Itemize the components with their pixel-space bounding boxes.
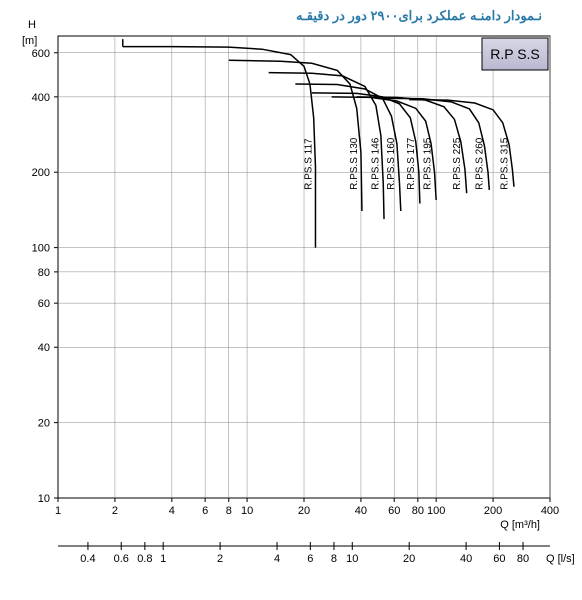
series-label: R.PS.S 315 [499, 137, 510, 190]
x2-tick-label: 1 [160, 553, 166, 565]
curve-R.PS.S117 [123, 47, 316, 248]
series-label: R.PS.S 130 [349, 137, 360, 190]
curve-R.PS.S177 [312, 93, 420, 204]
x-tick-label: 4 [169, 505, 175, 517]
x2-tick-label: 80 [517, 553, 529, 565]
y-tick-label: 40 [38, 342, 50, 354]
y-tick-label: 100 [32, 243, 50, 255]
x-tick-label: 40 [355, 505, 367, 517]
series-label: R.PS.S 117 [303, 138, 314, 190]
x-tick-label: 6 [202, 505, 208, 517]
y-tick-label: 400 [32, 92, 50, 104]
x2-axis-label: Q [l/s] [546, 553, 575, 565]
x2-tick-label: 40 [460, 553, 472, 565]
series-label: R.PS.S 260 [475, 137, 486, 190]
x2-tick-label: 8 [331, 553, 337, 565]
x2-tick-label: 10 [346, 553, 358, 565]
y-tick-label: 80 [38, 267, 50, 279]
chart-title: نـمودار دامنـه عملکرد برای۲۹۰۰ دور در دق… [296, 8, 542, 24]
x2-tick-label: 2 [217, 553, 223, 565]
x-tick-label: 200 [484, 505, 502, 517]
series-label: R.PS.S 177 [406, 137, 417, 190]
x-tick-label: 1 [55, 505, 61, 517]
series-label: R.PS.S 160 [386, 137, 397, 190]
y-tick-label: 20 [38, 418, 50, 430]
y-axis-label-unit: [m] [22, 35, 37, 47]
x2-tick-label: 4 [274, 553, 280, 565]
series-box-text: R.P S.S [490, 46, 540, 62]
y-axis-label-H: H [28, 19, 36, 31]
series-label: R.PS.S 195 [423, 137, 434, 190]
x-tick-label: 60 [388, 505, 400, 517]
x-tick-label: 400 [541, 505, 559, 517]
y-tick-label: 200 [32, 167, 50, 179]
x-tick-label: 80 [412, 505, 424, 517]
series-label: R.PS.S 225 [452, 137, 463, 190]
x-axis-label: Q [m³/h] [500, 519, 540, 531]
y-tick-label: 10 [38, 493, 50, 505]
x2-tick-label: 20 [403, 553, 415, 565]
x2-tick-label: 6 [307, 553, 313, 565]
x2-tick-label: 60 [493, 553, 505, 565]
y-tick-label: 600 [32, 48, 50, 60]
series-label: R.PS.S 146 [370, 137, 381, 190]
x-tick-label: 100 [427, 505, 445, 517]
x2-tick-label: 0.8 [137, 553, 152, 565]
x-tick-label: 10 [241, 505, 253, 517]
x-tick-label: 2 [112, 505, 118, 517]
x-tick-label: 20 [298, 505, 310, 517]
x-tick-label: 8 [226, 505, 232, 517]
x2-tick-label: 0.6 [114, 553, 129, 565]
performance-chart: 1020406080100200400600H[m]12468102040608… [0, 0, 582, 600]
curve-R.PS.S130 [229, 60, 362, 211]
x2-tick-label: 0.4 [80, 553, 95, 565]
y-tick-label: 60 [38, 298, 50, 310]
